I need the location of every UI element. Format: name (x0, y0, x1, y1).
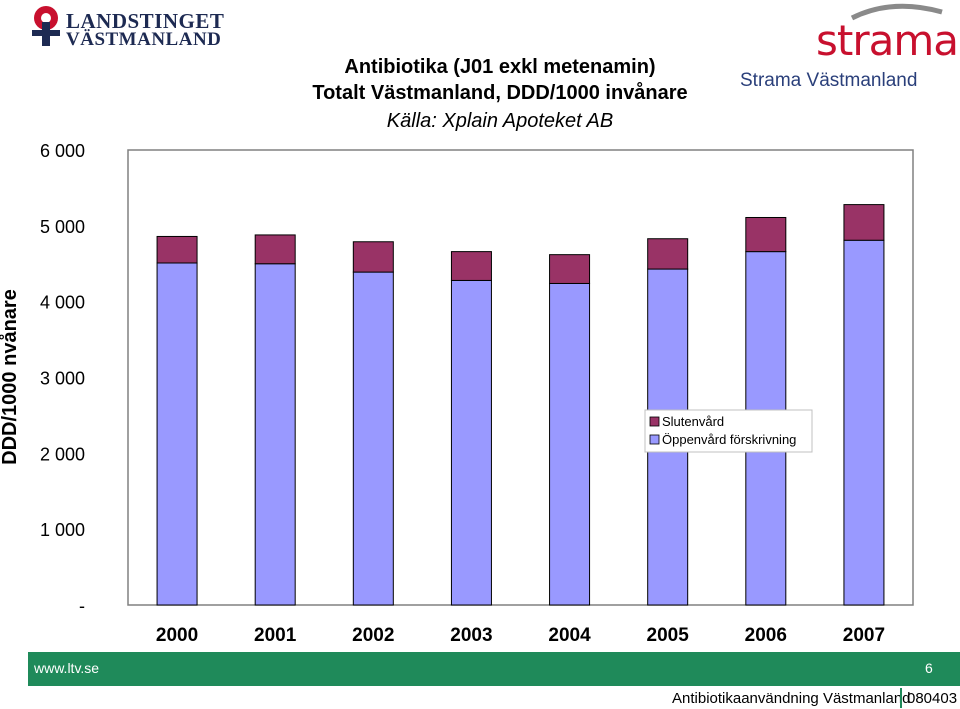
strama-subtitle: Strama Västmanland (740, 70, 918, 91)
bar-slutenvard (450, 251, 492, 281)
chart-subtitle: Källa: Xplain Apoteket AB (386, 110, 614, 132)
bar-slutenvard (254, 234, 296, 265)
footer-title: Antibiotikaanvändning Västmanland (672, 690, 911, 707)
x-tick-label: 2006 (745, 625, 787, 646)
legend-swatch (649, 434, 660, 445)
footer-bar (28, 652, 960, 686)
y-tick-label: 2 000 (40, 444, 85, 464)
bar-slutenvard (156, 235, 198, 264)
bar-oppenvard (254, 263, 296, 606)
logo-line1: LANDSTINGET (66, 9, 225, 33)
bar-oppenvard (156, 262, 198, 606)
plot-frame (127, 149, 914, 606)
y-tick-label: 4 000 (40, 293, 85, 313)
x-tick-label: 2004 (548, 625, 591, 646)
strama-wordmark: strama (816, 16, 959, 65)
y-axis-label: DDD/1000 nvånare (0, 289, 21, 465)
y-tick-label: 5 000 (40, 217, 85, 237)
legend-swatch (649, 416, 660, 427)
bar-slutenvard (647, 238, 689, 270)
x-tick-label: 2001 (254, 625, 297, 646)
x-tick-label: 2003 (450, 625, 492, 646)
y-tick-label: 1 000 (40, 520, 85, 540)
legend-box (644, 409, 813, 453)
bar-oppenvard (549, 282, 591, 606)
footer-separator (900, 688, 902, 708)
x-tick-label: 2002 (352, 625, 394, 646)
y-axis: - 1 000 2 000 3 000 4 000 5 000 6 000 (40, 141, 85, 616)
footer-date: 080403 (907, 690, 958, 707)
bar-group (156, 204, 885, 606)
y-tick-label: 3 000 (40, 369, 85, 389)
landstinget-logo: LANDSTINGET VÄSTMANLAND (28, 4, 224, 50)
bar-oppenvard (843, 239, 885, 606)
page-number: 6 (925, 660, 933, 676)
x-tick-label: 2007 (843, 625, 885, 646)
bar-slutenvard (549, 254, 591, 284)
y-tick-label: - (79, 596, 85, 616)
strama-swoosh-icon (850, 3, 943, 21)
x-tick-label: 2005 (647, 625, 690, 646)
legend-label: Slutenvård (662, 414, 724, 429)
bar-oppenvard (352, 271, 394, 606)
x-tick-label: 2000 (156, 625, 198, 646)
legend-label: Öppenvård förskrivning (662, 432, 796, 447)
footer-url: www.ltv.se (34, 660, 100, 676)
bar-slutenvard (352, 241, 394, 273)
bar-slutenvard (745, 216, 787, 253)
logo-line2: VÄSTMANLAND (66, 29, 222, 50)
stacked-bar-chart: - 1 000 2 000 3 000 4 000 5 000 6 000 2000 2001… (0, 141, 914, 646)
chart-title-line1: Antibiotika (J01 exkl metenamin) (344, 56, 656, 78)
y-tick-label: 6 000 (40, 141, 85, 161)
landstinget-emblem-icon (32, 6, 60, 46)
chart-title-line2: Totalt Västmanland, DDD/1000 invånare (312, 82, 688, 104)
x-axis: 2000 2001 2002 2003 2004 2005 2006 2007 (156, 625, 885, 646)
bar-oppenvard (450, 279, 492, 606)
strama-logo: strama (812, 3, 959, 65)
bar-slutenvard (843, 204, 885, 241)
legend: Slutenvård Öppenvård förskrivning (644, 409, 813, 453)
